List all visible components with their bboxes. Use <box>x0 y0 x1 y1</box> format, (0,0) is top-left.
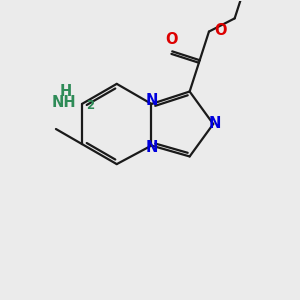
Text: H: H <box>59 84 72 99</box>
Text: 2: 2 <box>86 99 94 112</box>
Text: O: O <box>214 22 227 38</box>
Text: N: N <box>208 116 221 131</box>
Text: N: N <box>145 140 158 154</box>
Text: N: N <box>145 94 158 109</box>
Text: O: O <box>165 32 178 47</box>
Text: NH: NH <box>51 95 76 110</box>
